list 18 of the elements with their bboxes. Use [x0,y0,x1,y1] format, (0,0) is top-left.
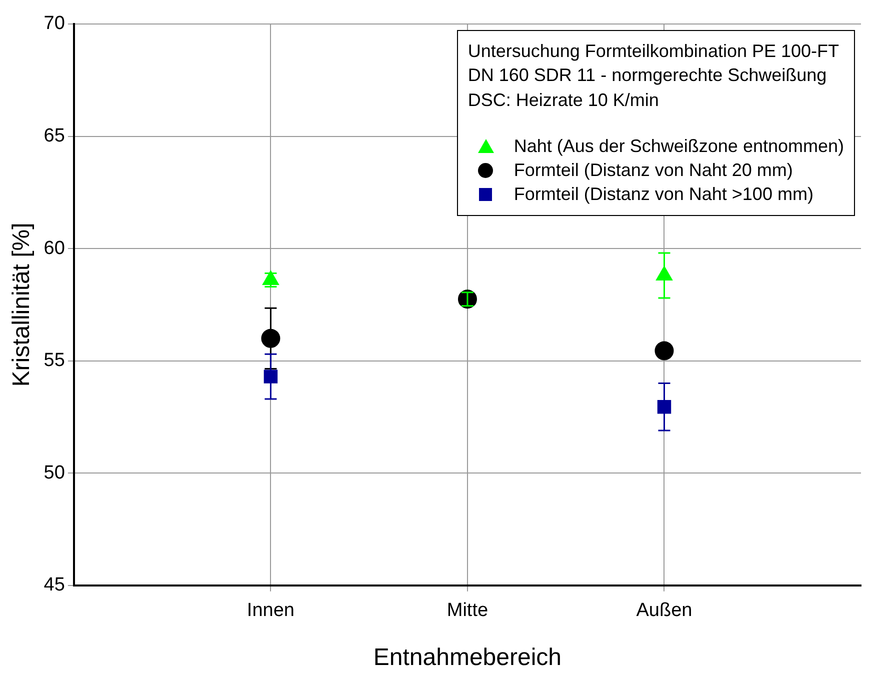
x-tick-label: Außen [636,600,692,622]
point [654,341,674,360]
point [264,370,278,384]
y-tick-label: 45 [44,574,65,596]
legend-title: Untersuchung Formteilkombination PE 100-FT DN 160 SDR 11 - normgerechte Schweißung DSC: Heizrate 10 K/min [468,40,840,112]
y-tick-label: 50 [44,462,65,484]
y-tick-label: 55 [44,350,65,372]
y-tick-label: 70 [44,13,65,34]
y-tick-label: 60 [44,238,65,259]
x-tick-label: Mitte [446,600,488,622]
legend-label: Formteil (Distanz von Naht 20 mm) [514,159,793,182]
x-axis-title: Entnahmebereich [373,644,562,672]
y-axis-title: Kristallinität [%] [8,222,36,387]
legend-label: Naht (Aus der Schweißzone entnommen) [514,134,844,158]
point [261,328,280,348]
legend-label: Formteil (Distanz von Naht >100 mm) [514,183,814,206]
x-tick-label: Innen [246,600,294,622]
y-tick-label: 65 [44,126,65,147]
